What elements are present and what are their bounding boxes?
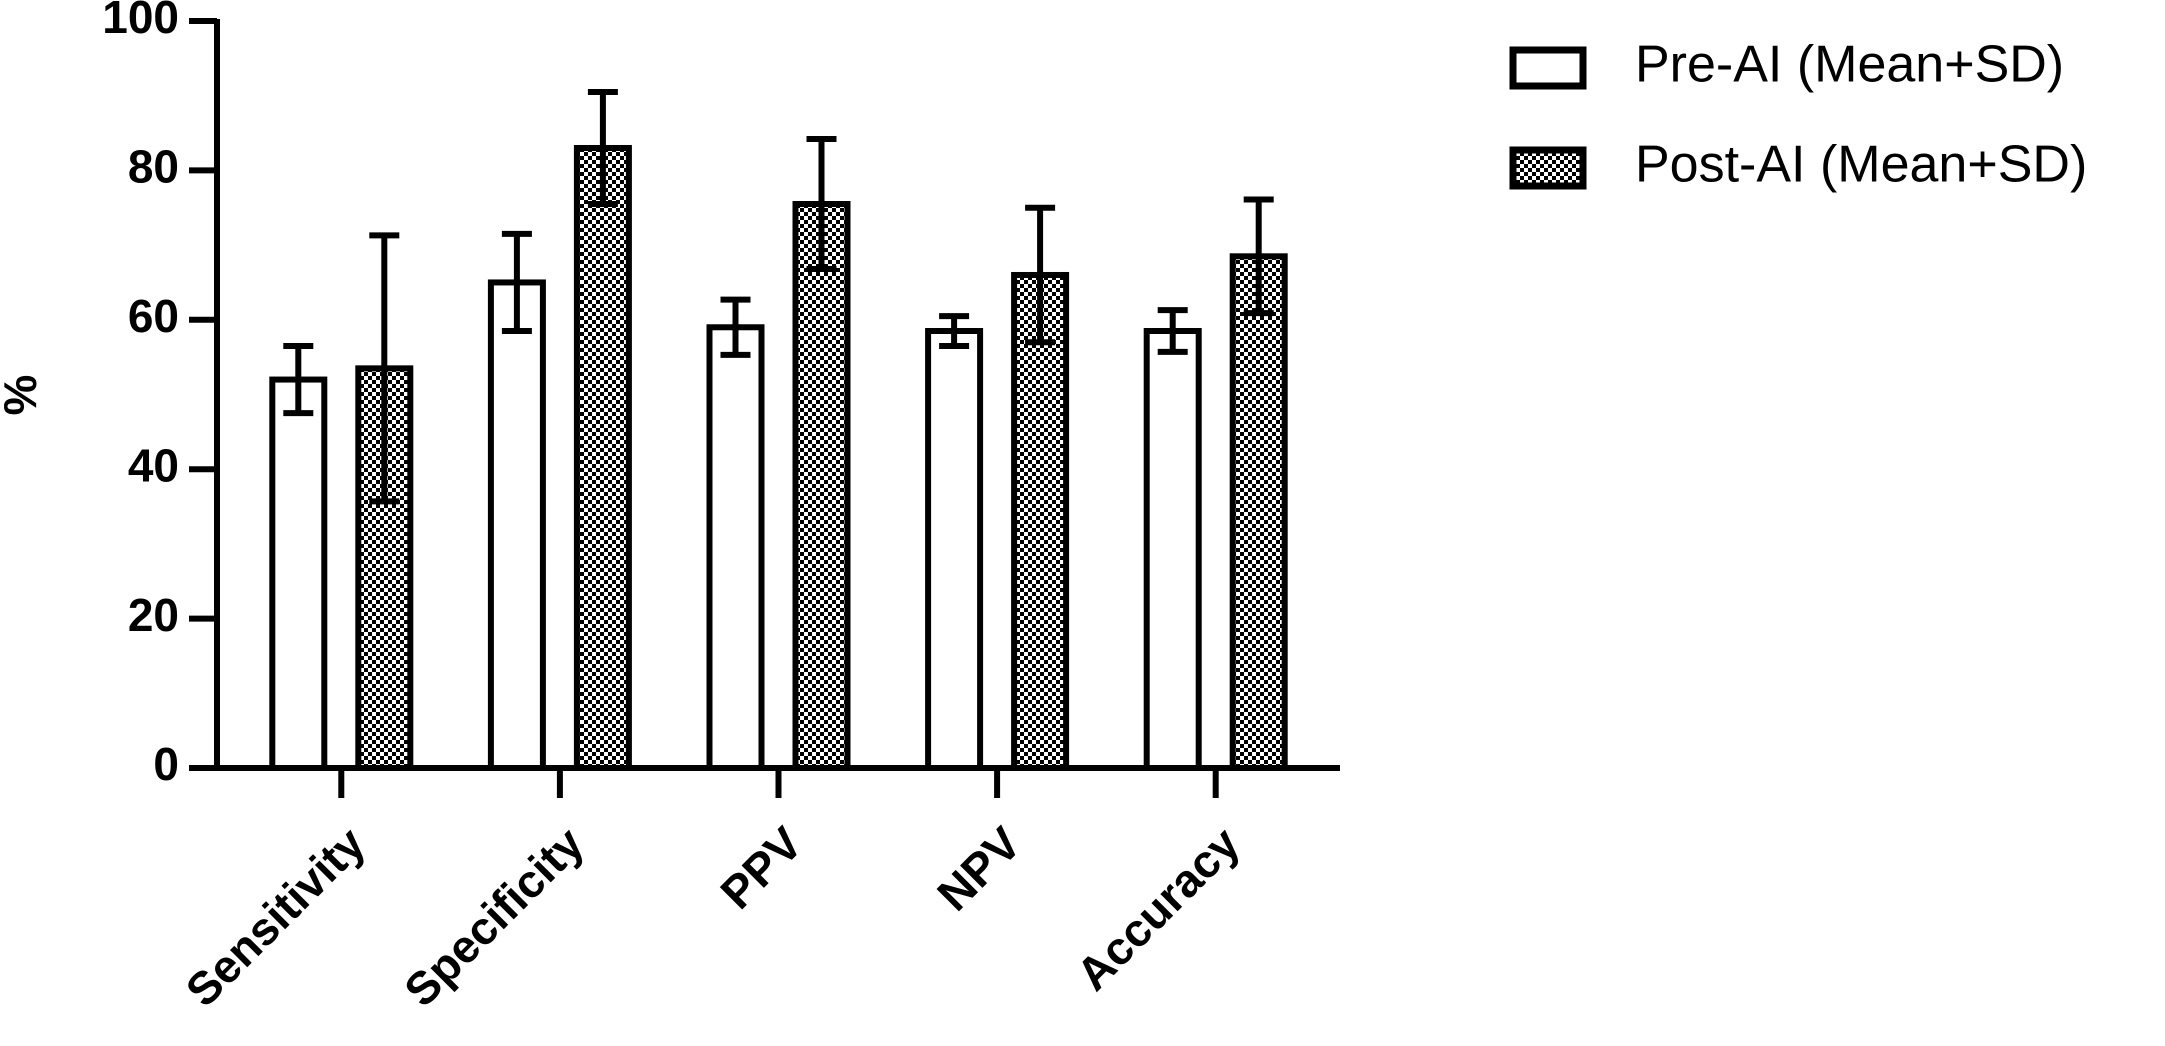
y-tick-label: 20 <box>128 589 179 641</box>
x-tick-label: Accuracy <box>1066 817 1250 1001</box>
error-bar <box>283 342 314 417</box>
bar <box>706 324 765 771</box>
x-tick-label: Sensitivity <box>175 817 375 1017</box>
legend-label: Post-AI (Mean+SD) <box>1635 136 2087 194</box>
bar <box>1229 253 1288 771</box>
bar <box>269 376 328 771</box>
legend-swatch <box>1509 146 1587 190</box>
bar <box>487 279 546 771</box>
error-bar <box>806 136 837 273</box>
error-bar <box>501 230 532 335</box>
error-bar <box>587 88 618 208</box>
x-tick-label: NPV <box>927 817 1031 921</box>
bar <box>1011 271 1070 771</box>
y-tick-label: 0 <box>153 738 179 790</box>
error-bar <box>939 313 970 349</box>
bar <box>792 201 851 771</box>
legend-swatch <box>1509 46 1587 90</box>
error-bar <box>1243 196 1274 317</box>
bar <box>925 328 984 771</box>
error-bar <box>1157 307 1188 355</box>
y-tick-label: 80 <box>128 141 179 193</box>
y-axis-label: % <box>0 375 46 416</box>
x-tick-label: Specificity <box>394 817 594 1017</box>
y-tick-label: 60 <box>128 290 179 342</box>
y-tick-label: 40 <box>128 439 179 491</box>
error-bar <box>720 296 751 358</box>
x-tick-label: PPV <box>710 817 812 919</box>
bar <box>573 144 632 772</box>
bar <box>1143 328 1202 771</box>
error-bar <box>1025 204 1056 346</box>
error-bar <box>369 232 400 505</box>
legend-label: Pre-AI (Mean+SD) <box>1635 36 2064 94</box>
y-tick-label: 100 <box>102 0 179 43</box>
